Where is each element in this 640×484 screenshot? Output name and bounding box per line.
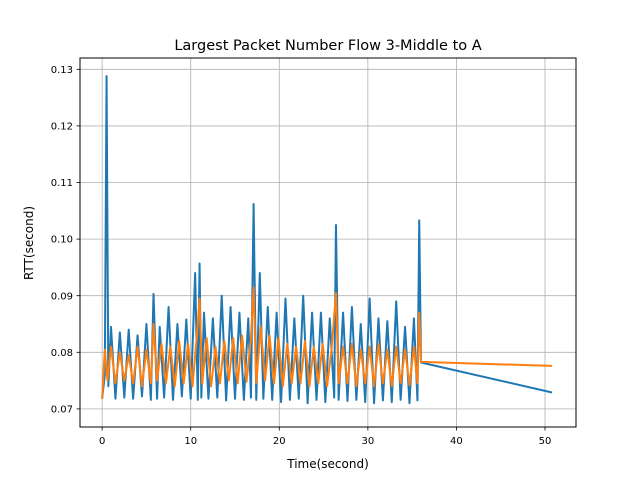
y-tick-label: 0.10: [51, 235, 73, 246]
y-tick-label: 0.09: [51, 291, 73, 302]
x-tick-label: 50: [539, 436, 552, 447]
series-line-2: [101, 286, 553, 399]
y-tick-label: 0.12: [51, 122, 73, 133]
x-tick-label: 0: [99, 436, 105, 447]
y-tick-label: 0.11: [51, 178, 73, 189]
plot-frame: [79, 57, 577, 428]
grid-lines: [80, 58, 576, 427]
y-tick-label: 0.13: [51, 65, 73, 76]
y-tick-label: 0.08: [51, 348, 73, 359]
x-axis-label: Time(second): [286, 457, 369, 471]
series-layer: [101, 75, 553, 405]
x-tick-label: 10: [184, 436, 197, 447]
x-tick-label: 30: [361, 436, 374, 447]
axis-ticks: 0 10 20 30 40 50 0.07 0.08 0.09 0.10 0.11 0.12 0.13: [51, 65, 552, 447]
x-tick-label: 20: [273, 436, 286, 447]
x-tick-label: 40: [450, 436, 463, 447]
y-tick-label: 0.07: [51, 404, 73, 415]
y-axis-label: RTT(second): [22, 206, 36, 280]
chart-title: Largest Packet Number Flow 3-Middle to A: [174, 38, 481, 54]
